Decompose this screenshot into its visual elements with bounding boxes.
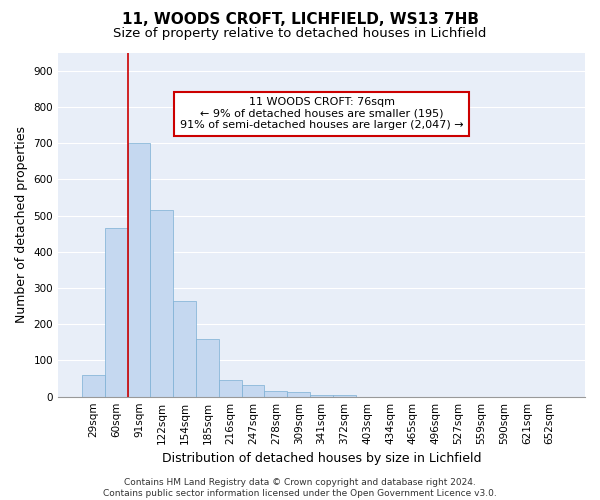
Text: 11 WOODS CROFT: 76sqm
← 9% of detached houses are smaller (195)
91% of semi-deta: 11 WOODS CROFT: 76sqm ← 9% of detached h…	[180, 97, 463, 130]
Bar	[333, 395, 356, 396]
Text: Contains HM Land Registry data © Crown copyright and database right 2024.
Contai: Contains HM Land Registry data © Crown c…	[103, 478, 497, 498]
X-axis label: Distribution of detached houses by size in Lichfield: Distribution of detached houses by size …	[162, 452, 481, 465]
Y-axis label: Number of detached properties: Number of detached properties	[15, 126, 28, 323]
Bar	[196, 338, 219, 396]
Bar	[173, 300, 196, 396]
Bar	[287, 392, 310, 396]
Bar	[128, 143, 151, 397]
Bar	[242, 385, 265, 396]
Bar	[265, 390, 287, 396]
Bar	[82, 375, 105, 396]
Bar	[310, 395, 333, 396]
Bar	[151, 210, 173, 396]
Text: Size of property relative to detached houses in Lichfield: Size of property relative to detached ho…	[113, 28, 487, 40]
Text: 11, WOODS CROFT, LICHFIELD, WS13 7HB: 11, WOODS CROFT, LICHFIELD, WS13 7HB	[121, 12, 479, 28]
Bar	[105, 228, 128, 396]
Bar	[219, 380, 242, 396]
